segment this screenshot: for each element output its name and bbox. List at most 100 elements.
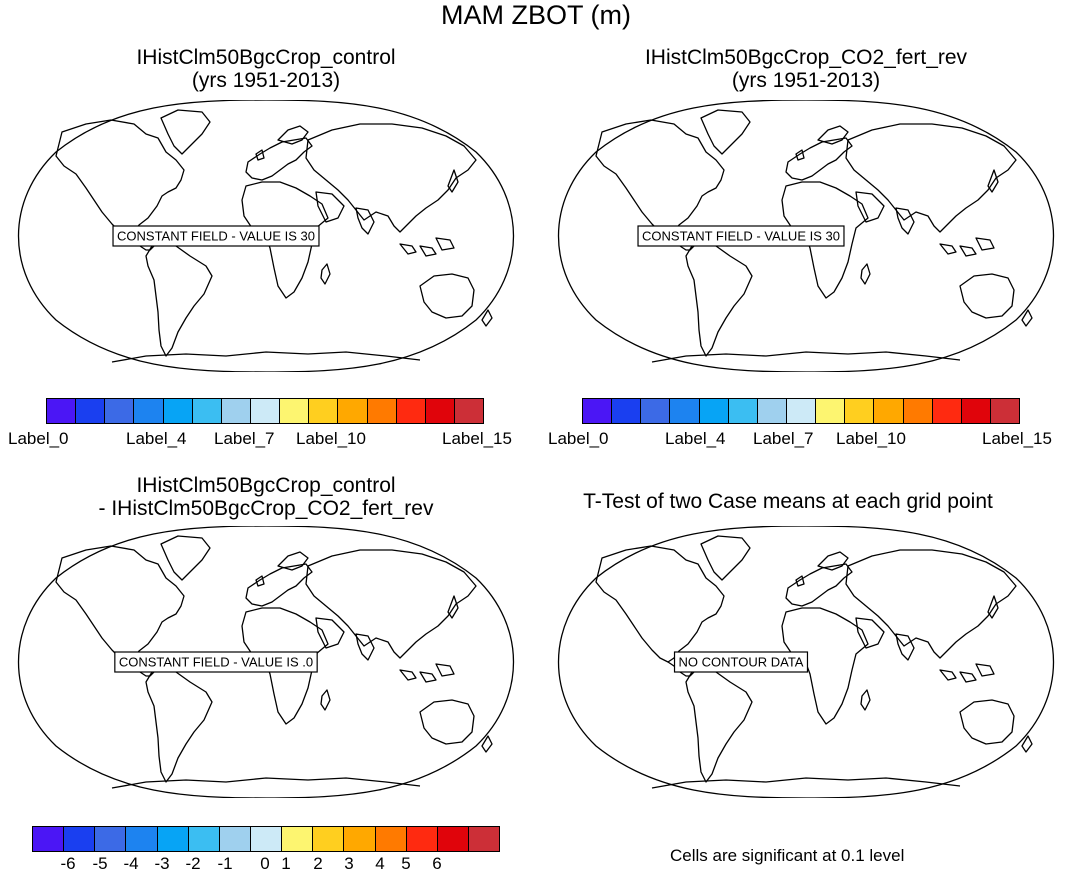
cbar1-label-7: Label_7 bbox=[214, 429, 275, 448]
map-panel-2: CONSTANT FIELD - VALUE IS 30 bbox=[556, 100, 1056, 372]
colorbar-swatch bbox=[396, 399, 426, 423]
coastline bbox=[817, 551, 849, 571]
colorbar-swatch bbox=[375, 827, 407, 851]
cbar2-label-0: Label_0 bbox=[548, 429, 609, 448]
coastline bbox=[939, 243, 957, 255]
colorbar-swatch bbox=[757, 399, 787, 423]
colorbar-swatch bbox=[583, 399, 613, 423]
coastline bbox=[315, 191, 345, 223]
coastline bbox=[959, 273, 1015, 319]
coastline bbox=[1021, 735, 1033, 753]
coastline bbox=[111, 777, 421, 789]
coastline bbox=[277, 551, 309, 571]
map-border bbox=[558, 100, 1054, 372]
colorbar-panel-1 bbox=[46, 398, 484, 424]
coastline bbox=[987, 169, 999, 193]
coastline bbox=[481, 309, 493, 327]
panel-2-box-text: CONSTANT FIELD - VALUE IS 30 bbox=[642, 229, 840, 244]
colorbar-swatch bbox=[641, 399, 671, 423]
panel-4-box-text: NO CONTOUR DATA bbox=[679, 655, 804, 670]
colorbar-swatch bbox=[932, 399, 962, 423]
colorbar-panel-2 bbox=[582, 398, 1020, 424]
panel-3-title: IHistClm50BgcCrop_control - IHistClm50Bg… bbox=[6, 474, 526, 520]
coastline bbox=[959, 671, 977, 683]
coastline bbox=[895, 207, 915, 235]
coastline bbox=[795, 575, 805, 587]
coastline bbox=[1021, 309, 1033, 327]
colorbar-swatch bbox=[134, 399, 164, 423]
coastline bbox=[845, 549, 1017, 659]
colorbar-swatch bbox=[874, 399, 904, 423]
cbar2-label-10: Label_10 bbox=[836, 429, 906, 448]
cbar3-label: 4 bbox=[375, 854, 385, 873]
cbar2-label-15: Label_15 bbox=[982, 429, 1052, 448]
cbar3-label: 5 bbox=[401, 854, 411, 873]
coastline bbox=[419, 245, 437, 257]
coastline bbox=[399, 243, 417, 255]
cbar3-label: -4 bbox=[123, 854, 139, 873]
cbar1-label-10: Label_10 bbox=[296, 429, 366, 448]
coastline bbox=[160, 535, 211, 581]
colorbar-panel-3 bbox=[32, 826, 500, 852]
panel-3-title-line1: IHistClm50BgcCrop_control bbox=[136, 474, 396, 497]
coastline bbox=[145, 241, 213, 357]
colorbar-swatch bbox=[728, 399, 758, 423]
coastline bbox=[447, 595, 459, 619]
cbar3-label: 6 bbox=[432, 854, 442, 873]
cbar3-label: -5 bbox=[92, 854, 108, 873]
colorbar-swatch bbox=[845, 399, 875, 423]
cbar3-label: 3 bbox=[344, 854, 354, 873]
map-border bbox=[18, 526, 514, 798]
coastline bbox=[685, 667, 753, 783]
world-map-2: CONSTANT FIELD - VALUE IS 30 bbox=[558, 100, 1054, 372]
coastline bbox=[959, 245, 977, 257]
coastline bbox=[320, 263, 331, 285]
coastline bbox=[277, 125, 309, 145]
colorbar-swatch bbox=[33, 827, 65, 851]
coastline bbox=[987, 595, 999, 619]
map-panel-4: NO CONTOUR DATA bbox=[556, 526, 1056, 798]
colorbar-swatch bbox=[406, 827, 438, 851]
coastline bbox=[785, 563, 853, 607]
coastline bbox=[435, 237, 455, 251]
coastline bbox=[435, 663, 455, 677]
coastline bbox=[399, 669, 417, 681]
panel-4-title-line1: T-Test of two Case means at each grid po… bbox=[583, 490, 993, 513]
coastline bbox=[419, 671, 437, 683]
panel-2-title-line1: IHistClm50BgcCrop_CO2_fert_rev bbox=[644, 46, 968, 69]
colorbar-swatch bbox=[188, 827, 220, 851]
coastline bbox=[817, 125, 849, 145]
cbar2-label-4: Label_4 bbox=[665, 429, 726, 448]
coastline bbox=[975, 663, 995, 677]
coastline bbox=[855, 191, 885, 223]
colorbar-swatch bbox=[280, 399, 310, 423]
coastline bbox=[595, 119, 725, 237]
colorbar-swatch bbox=[47, 399, 77, 423]
colorbar-swatch bbox=[338, 399, 368, 423]
colorbar-swatch bbox=[612, 399, 642, 423]
colorbar-swatch bbox=[468, 827, 500, 851]
coastline bbox=[55, 119, 185, 237]
world-map-3: CONSTANT FIELD - VALUE IS .0 bbox=[18, 526, 514, 798]
colorbar-swatch bbox=[990, 399, 1020, 423]
colorbar-swatch bbox=[126, 827, 158, 851]
colorbar-swatch bbox=[437, 827, 469, 851]
coastline bbox=[160, 109, 211, 155]
coastline bbox=[245, 563, 313, 607]
colorbar-swatch bbox=[786, 399, 817, 423]
panel-2-title: IHistClm50BgcCrop_CO2_fert_rev (yrs 1951… bbox=[546, 46, 1066, 92]
coastline bbox=[975, 237, 995, 251]
coastline bbox=[860, 263, 871, 285]
panel-2-title-line2: (yrs 1951-2013) bbox=[731, 69, 881, 92]
cbar2-label-7: Label_7 bbox=[753, 429, 814, 448]
main-title: MAM ZBOT (m) bbox=[441, 0, 631, 30]
panel-4-title: T-Test of two Case means at each grid po… bbox=[528, 490, 1048, 513]
colorbar-swatch bbox=[367, 399, 397, 423]
coastline bbox=[145, 667, 213, 783]
world-map-4: NO CONTOUR DATA bbox=[558, 526, 1054, 798]
colorbar-swatch bbox=[192, 399, 222, 423]
coastline bbox=[305, 549, 477, 659]
coastline bbox=[419, 699, 475, 745]
coastline bbox=[245, 137, 313, 181]
cbar3-label: -6 bbox=[60, 854, 76, 873]
